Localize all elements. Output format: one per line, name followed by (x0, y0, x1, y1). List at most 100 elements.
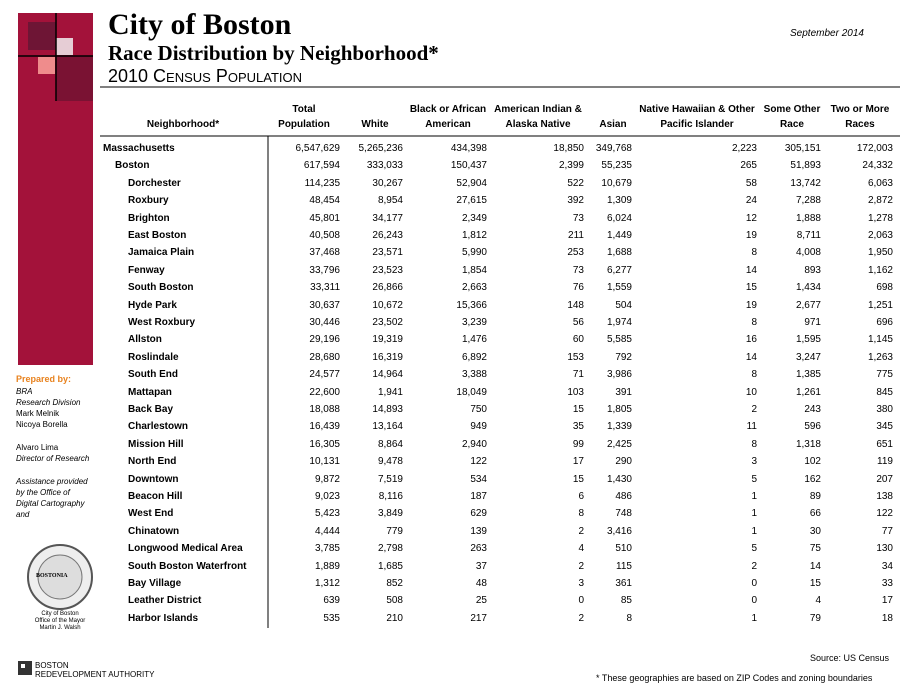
cell-value: 22,600 (309, 386, 340, 398)
cell-value: 73 (572, 264, 584, 276)
cell-value: 3 (578, 578, 584, 589)
cell-value: 187 (470, 491, 487, 502)
cell-value: 16,439 (309, 421, 340, 433)
cell-value: 75 (809, 543, 821, 555)
cell-value: 119 (877, 456, 893, 468)
cell-value: 10,679 (601, 177, 632, 189)
cell-value: 1,162 (867, 264, 893, 276)
cell-value: 13,742 (790, 177, 821, 189)
cell-value: 508 (386, 595, 403, 607)
row-label: North End (128, 456, 177, 468)
cell-value: 2,223 (731, 143, 757, 154)
cell-value: 210 (386, 612, 403, 624)
cell-value: 52,904 (456, 177, 487, 189)
cell-value: 6,547,629 (295, 143, 341, 154)
cell-value: 5,423 (314, 508, 340, 520)
cell-value: 534 (470, 473, 487, 485)
cell-value: 2,677 (795, 299, 821, 311)
cell-value: 3,239 (461, 317, 487, 328)
cell-value: 1,385 (795, 369, 821, 381)
cell-value: 6,277 (606, 264, 632, 276)
row-label: Mission Hill (128, 438, 184, 450)
assistance: Assistance provided by the Office of Dig… (16, 477, 88, 519)
cell-value: 2 (578, 612, 584, 624)
cell-value: 1,941 (377, 386, 403, 398)
cell-value: 750 (470, 404, 487, 415)
cell-value: 10 (745, 386, 757, 398)
cell-value: 380 (876, 404, 893, 415)
cell-value: 852 (386, 578, 403, 589)
cell-value: 24 (745, 195, 757, 207)
subtitle: Race Distribution by Neighborhood* (108, 41, 439, 65)
cell-value: 102 (804, 456, 821, 468)
row-label: East Boston (128, 230, 187, 241)
cell-value: 333,033 (366, 160, 403, 172)
cell-value: 138 (876, 491, 893, 502)
row-label: Harbor Islands (128, 612, 199, 624)
cell-value: 629 (470, 508, 487, 520)
cell-value: 14 (745, 351, 757, 363)
cell-value: 1,251 (867, 299, 893, 311)
seal-caption: City of Boston Office of the Mayor Marti… (18, 611, 102, 632)
footnote: * These geographies are based on ZIP Cod… (596, 673, 873, 683)
cell-value: 207 (876, 473, 893, 485)
cell-value: 18,049 (456, 386, 487, 398)
cell-value: 4,008 (795, 247, 821, 259)
cell-value: 148 (567, 299, 584, 311)
cell-value: 17 (881, 595, 893, 607)
cell-value: 60 (572, 334, 584, 346)
text: BRA (16, 387, 33, 396)
cell-value: 1,889 (314, 560, 340, 572)
prepared-label: Prepared by: (16, 374, 72, 384)
row-label: Roslindale (128, 351, 179, 363)
cell-value: 15,366 (456, 299, 487, 311)
cell-value: 8 (751, 369, 757, 381)
row-label: Boston (115, 160, 150, 172)
subtitle2: 2010 Census Population (108, 66, 302, 86)
cell-value: 23,502 (372, 317, 403, 328)
row-label: Downtown (128, 473, 179, 485)
cell-value: 775 (876, 369, 893, 381)
cell-value: 14,964 (372, 369, 403, 381)
column-header: American Indian & (494, 104, 582, 115)
cell-value: 0 (751, 578, 757, 589)
cell-value: 971 (804, 317, 821, 328)
column-header: Race (780, 119, 804, 130)
cell-value: 1,261 (795, 386, 821, 398)
row-label: Longwood Medical Area (128, 543, 243, 555)
cell-value: 1,476 (461, 334, 487, 346)
cell-value: 2 (578, 525, 584, 537)
cell-value: 18,088 (309, 404, 340, 415)
cell-value: 1,430 (606, 473, 632, 485)
column-header: Black or African (409, 104, 487, 115)
cell-value: 2,425 (606, 438, 632, 450)
cell-value: 17 (572, 456, 584, 468)
cell-value: 392 (567, 195, 584, 207)
cell-value: 8,711 (796, 230, 821, 241)
cell-value: 3 (751, 456, 757, 468)
column-header: Asian (599, 119, 627, 130)
cell-value: 3,986 (606, 369, 632, 381)
cell-value: 16 (745, 334, 757, 346)
cell-value: 3,247 (795, 351, 821, 363)
cell-value: 845 (876, 386, 893, 398)
text: Office of the Mayor (34, 618, 86, 624)
cell-value: 12 (745, 212, 757, 224)
cell-value: 7,519 (377, 473, 403, 485)
cell-value: 253 (567, 247, 584, 259)
cell-value: 263 (470, 543, 487, 555)
cell-value: 8 (626, 612, 632, 624)
cell-value: 114,235 (304, 177, 340, 189)
cell-value: 172,003 (856, 143, 893, 154)
cell-value: 1,339 (606, 421, 632, 433)
text: Research Division (16, 398, 81, 407)
cell-value: 37,468 (309, 247, 340, 259)
cell-value: 24,332 (862, 160, 893, 172)
cell-value: 345 (876, 421, 893, 433)
column-header: Pacific Islander (660, 119, 734, 130)
cell-value: 1,888 (795, 212, 821, 224)
cell-value: 13,164 (372, 421, 403, 433)
column-header: Races (845, 119, 875, 130)
cell-value: 2,349 (461, 212, 487, 224)
cell-value: 122 (876, 508, 893, 520)
